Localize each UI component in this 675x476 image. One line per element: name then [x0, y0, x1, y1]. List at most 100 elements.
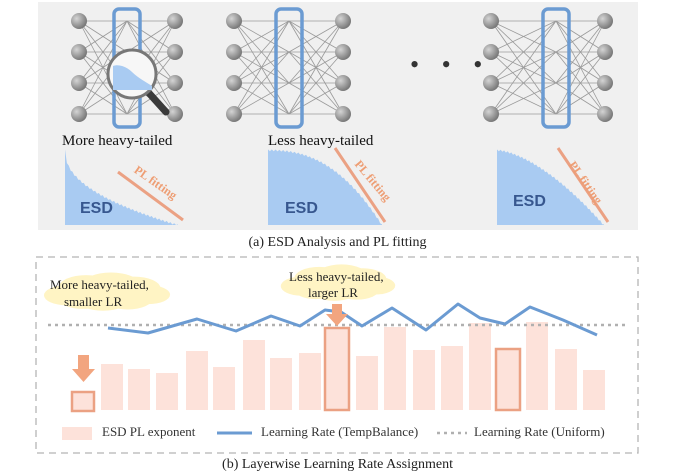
network-2: [226, 7, 351, 129]
panel-b-frame: [35, 256, 639, 454]
neuron-node: [483, 75, 499, 91]
cloud-core: [291, 267, 385, 299]
highlight-bar-medium: [494, 347, 522, 412]
connection: [288, 51, 344, 115]
connection: [288, 20, 344, 84]
connection: [288, 82, 344, 115]
neuron-node: [597, 75, 613, 91]
neuron-node: [335, 13, 351, 29]
neuron-node: [226, 75, 242, 91]
callout-heavy-line2: smaller LR: [64, 294, 123, 309]
connection: [233, 51, 290, 115]
esd-histogram-3: [497, 149, 604, 225]
esd-pl-bar: [384, 327, 406, 410]
magnifier-icon: [106, 48, 170, 116]
callout-less-line1: Less heavy-tailed,: [289, 269, 384, 284]
neuron-node: [167, 13, 183, 29]
esd-pl-bar: [156, 373, 178, 410]
neuron-node: [335, 106, 351, 122]
network-3: [483, 7, 613, 129]
callout-less-line2: larger LR: [308, 285, 358, 300]
neuron-node: [71, 13, 87, 29]
connection: [233, 82, 290, 115]
esd-pl-bar: [299, 353, 321, 410]
neuron-node: [71, 75, 87, 91]
esd-pl-bar: [213, 367, 235, 410]
connection: [555, 20, 606, 53]
esd-pl-bar: [555, 349, 577, 410]
neuron-node: [167, 106, 183, 122]
esd-pl-bar: [270, 358, 292, 410]
neural-networks: [71, 7, 613, 129]
connection: [555, 82, 606, 115]
pl-fit-line-2: [333, 147, 387, 223]
connection: [126, 20, 176, 53]
neuron-node: [335, 44, 351, 60]
highlight-bar-small: [70, 390, 96, 413]
layer-weight-box: [274, 7, 304, 129]
pl-fit-line-3: [556, 147, 610, 223]
network-1: [71, 7, 183, 129]
esd-pl-bar: [186, 351, 208, 410]
callout-cloud-heavy: [43, 272, 171, 311]
neuron-node: [71, 44, 87, 60]
neuron-node: [226, 44, 242, 60]
ellipsis-more-layers: • • •: [410, 50, 491, 79]
esd-pl-bar: [101, 364, 123, 410]
connection: [78, 20, 128, 84]
neuron-node: [483, 106, 499, 122]
neuron-node: [167, 75, 183, 91]
esd-pl-bar: [441, 346, 463, 410]
callout-cloud-less: [280, 264, 396, 301]
label-more-heavy-tailed: More heavy-tailed: [62, 133, 173, 149]
neuron-node: [71, 106, 87, 122]
esd-histograms: [65, 147, 610, 225]
esd-label-3: ESD: [513, 193, 546, 210]
esd-label-2: ESD: [285, 200, 318, 217]
neuron-node: [167, 44, 183, 60]
arrow-down-large: [326, 304, 348, 326]
esd-histogram-2: [268, 149, 382, 225]
magnifier-handle: [144, 88, 170, 116]
legend-label-uniform: Learning Rate (Uniform): [474, 424, 605, 439]
neuron-node: [226, 106, 242, 122]
legend-swatch-bars: [62, 427, 92, 440]
connection: [233, 20, 290, 84]
legend-label-tempbalance: Learning Rate (TempBalance): [261, 424, 419, 439]
connection: [233, 20, 290, 115]
esd-label-1: ESD: [80, 200, 113, 217]
esd-pl-bar: [128, 369, 150, 410]
neuron-node: [597, 13, 613, 29]
connection: [233, 20, 290, 53]
neuron-node: [483, 44, 499, 60]
esd-pl-bar: [583, 370, 605, 410]
callout-heavy-line1: More heavy-tailed,: [50, 277, 149, 292]
connection: [490, 51, 557, 115]
neuron-node: [597, 106, 613, 122]
connection: [78, 20, 128, 115]
connection: [78, 20, 128, 53]
connection: [490, 82, 557, 115]
connection: [555, 51, 606, 115]
esd-pl-bar: [469, 323, 491, 410]
connection: [490, 20, 557, 84]
neuron-node: [597, 44, 613, 60]
connection: [490, 20, 557, 115]
esd-pl-bar: [526, 322, 548, 410]
caption-panel-b: (b) Layerwise Learning Rate Assignment: [222, 457, 453, 472]
neuron-node: [226, 13, 242, 29]
connection: [555, 20, 606, 84]
magnifier-esd: [113, 65, 152, 90]
connection: [555, 20, 606, 115]
pl-fit-line-1: [117, 170, 184, 222]
esd-pl-bar: [243, 340, 265, 410]
legend-label-bars: ESD PL exponent: [102, 424, 196, 439]
neuron-node: [483, 13, 499, 29]
layer-weight-box: [541, 7, 571, 129]
tempbalance-lr-line: [107, 302, 598, 337]
highlight-bar-large: [323, 326, 351, 412]
panel-b-chart: [35, 256, 639, 454]
esd-pl-bar: [356, 356, 378, 410]
connection: [490, 20, 557, 53]
